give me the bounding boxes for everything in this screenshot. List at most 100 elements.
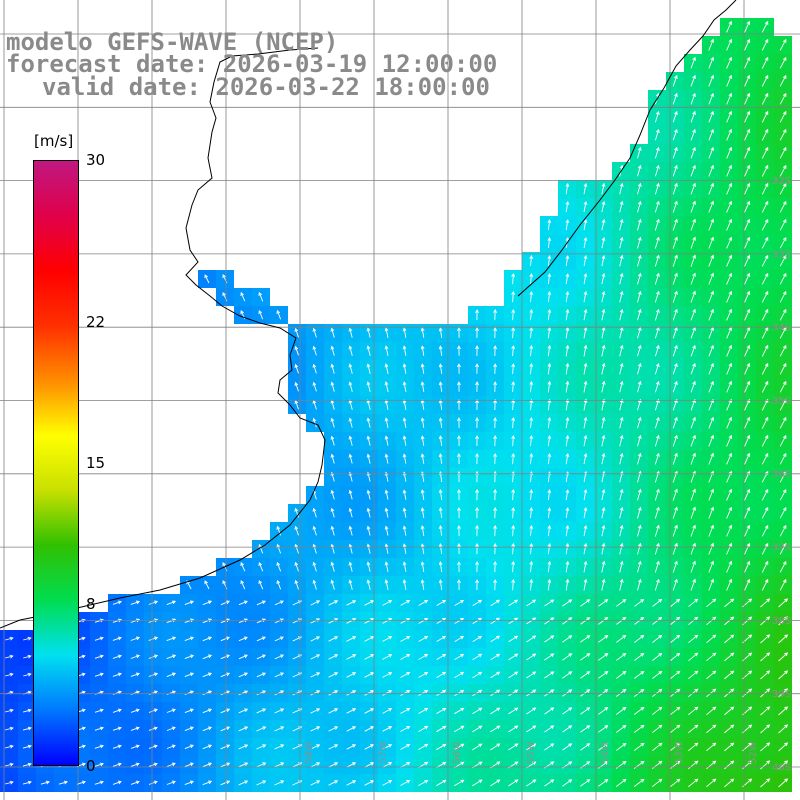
wind-arrow: [690, 74, 696, 87]
wind-arrow: [294, 579, 299, 590]
wind-arrow: [310, 708, 321, 714]
wind-arrow: [511, 326, 516, 339]
wind-arrow: [526, 617, 537, 625]
wind-arrow: [726, 254, 733, 267]
wind-arrow: [256, 762, 267, 768]
wind-arrow: [619, 254, 624, 267]
wind-arrow: [526, 671, 537, 679]
wind-arrow: [454, 671, 465, 678]
wind-arrow: [511, 542, 516, 555]
wind-arrow: [708, 506, 715, 519]
wind-arrow: [328, 690, 339, 696]
wind-arrow: [547, 542, 552, 555]
wind-arrow: [202, 636, 213, 642]
lon-label: 55W: [526, 741, 537, 764]
wind-arrow: [310, 744, 321, 750]
wind-arrow: [690, 506, 696, 519]
wind-arrow: [779, 524, 787, 537]
wind-arrow: [457, 506, 461, 519]
wind-arrow: [744, 92, 751, 105]
wind-arrow: [601, 326, 606, 339]
wind-arrow: [529, 308, 534, 321]
wind-arrow: [112, 780, 122, 785]
wind-arrow: [454, 743, 465, 751]
wind-arrow: [276, 525, 282, 536]
colorbar-tick-label: 30: [86, 151, 106, 169]
wind-arrow: [580, 635, 591, 643]
wind-arrow: [688, 634, 699, 644]
wind-arrow: [328, 708, 339, 714]
wind-arrow: [744, 38, 751, 51]
wind-arrow: [454, 689, 465, 697]
wind-arrow: [400, 690, 411, 696]
wind-arrow: [637, 272, 642, 285]
wind-arrow: [364, 636, 375, 642]
wind-arrow: [724, 706, 735, 716]
wind-arrow: [238, 780, 249, 786]
wind-arrow: [202, 744, 213, 750]
wind-arrow: [670, 670, 681, 680]
wind-arrow: [256, 654, 266, 660]
wind-arrow: [402, 561, 407, 572]
wind-arrow: [779, 128, 787, 141]
wind-arrow: [654, 182, 660, 195]
wind-arrow: [562, 725, 573, 733]
wind-arrow: [654, 488, 660, 501]
wind-arrow: [616, 724, 627, 733]
wind-arrow: [5, 654, 14, 659]
wind-arrow: [672, 488, 678, 501]
wind-arrow: [601, 272, 606, 285]
wind-arrow: [526, 599, 537, 607]
wind-arrow: [761, 344, 769, 357]
wind-arrow: [616, 670, 627, 679]
wind-arrow: [457, 363, 461, 374]
wind-arrow: [688, 598, 699, 608]
wind-arrow: [744, 56, 751, 69]
wind-arrow: [565, 434, 570, 447]
wind-arrow: [547, 273, 552, 285]
wind-arrow: [616, 599, 627, 607]
wind-arrow: [706, 760, 717, 770]
wind-arrow: [148, 600, 159, 605]
wind-arrow: [760, 760, 771, 770]
wind-arrow: [706, 688, 717, 698]
wind-arrow: [778, 778, 789, 788]
wind-arrow: [706, 616, 717, 626]
wind-arrow: [637, 578, 642, 591]
wind-arrow: [619, 488, 624, 501]
wind-arrow: [94, 708, 104, 713]
wind-arrow: [744, 74, 751, 87]
wind-arrow: [562, 707, 573, 715]
wind-arrow: [598, 725, 609, 733]
wind-arrow: [274, 744, 285, 750]
wind-arrow: [726, 542, 733, 555]
wind-arrow: [330, 435, 335, 446]
wind-arrow: [472, 671, 483, 679]
wind-arrow: [580, 671, 591, 679]
wind-arrow: [436, 779, 447, 787]
wind-arrow: [634, 670, 645, 679]
wind-arrow: [619, 434, 624, 447]
wind-arrow: [493, 327, 498, 339]
wind-arrow: [726, 128, 733, 141]
wind-arrow: [761, 200, 769, 213]
wind-arrow: [744, 560, 751, 573]
wind-arrow: [672, 110, 678, 123]
wind-arrow: [526, 779, 537, 787]
wind-arrow: [238, 654, 248, 660]
wind-arrow: [744, 236, 751, 249]
wind-arrow: [238, 762, 249, 768]
wind-arrow: [457, 452, 461, 465]
wind-arrow: [726, 182, 733, 195]
wind-arrow: [672, 326, 678, 339]
wind-arrow: [672, 452, 678, 465]
wind-arrow: [761, 560, 769, 573]
wind-arrow: [724, 688, 735, 698]
wind-arrow: [637, 542, 642, 555]
wind-arrow: [690, 452, 696, 465]
wind-arrow: [547, 237, 552, 249]
wind-arrow: [5, 636, 14, 641]
wind-arrow: [310, 654, 321, 660]
wind-arrow: [726, 488, 733, 501]
wind-arrow: [258, 561, 264, 572]
